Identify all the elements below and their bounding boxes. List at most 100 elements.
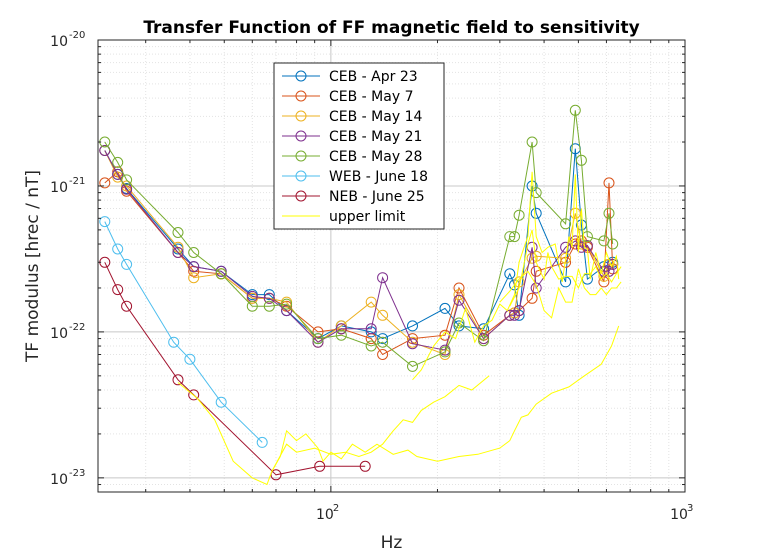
y-tick-label: 10 xyxy=(50,472,68,488)
data-point xyxy=(560,218,572,230)
y-tick-label-exponent: -20 xyxy=(69,30,85,41)
data-point xyxy=(439,302,451,314)
data-point xyxy=(263,300,275,312)
data-point xyxy=(121,174,133,186)
legend-item: WEB - June 18 xyxy=(282,169,428,185)
series-line xyxy=(412,171,620,381)
data-point xyxy=(184,353,196,365)
series-layer xyxy=(99,104,622,486)
y-tick-label: 10 xyxy=(50,180,68,196)
data-point xyxy=(188,389,200,401)
data-point xyxy=(335,323,347,335)
legend-swatch-marker xyxy=(295,190,307,202)
legend-item: CEB - Apr 23 xyxy=(282,69,418,85)
data-point xyxy=(377,349,389,360)
series-4 xyxy=(99,104,619,372)
data-point xyxy=(603,207,615,219)
data-point xyxy=(504,231,516,243)
y-tick-label-exponent: -23 xyxy=(69,468,85,479)
data-point xyxy=(188,272,200,284)
legend-swatch-marker xyxy=(295,110,307,122)
data-point xyxy=(575,241,587,253)
data-point xyxy=(281,298,293,310)
series-line xyxy=(177,325,620,486)
legend-item: CEB - May 14 xyxy=(282,109,422,125)
series-line xyxy=(104,110,614,367)
series-5 xyxy=(99,216,268,448)
data-point xyxy=(569,104,581,116)
data-point xyxy=(335,329,347,341)
data-point xyxy=(377,336,389,348)
data-point xyxy=(215,396,227,408)
legend: CEB - Apr 23 CEB - May 7 CEB - May 14 CEB -… xyxy=(273,62,445,230)
data-point xyxy=(569,207,581,219)
data-point xyxy=(359,460,371,472)
legend-swatch-marker xyxy=(295,150,307,162)
data-point xyxy=(377,272,389,284)
data-point xyxy=(256,436,268,448)
data-point xyxy=(575,154,587,166)
y-tick-label-exponent: -22 xyxy=(69,322,85,333)
data-point xyxy=(478,335,490,347)
legend-item: NEB - June 25 xyxy=(282,189,425,205)
series-line xyxy=(104,221,263,443)
data-point xyxy=(188,247,200,258)
data-point xyxy=(121,183,133,195)
series-8 xyxy=(271,375,490,473)
data-point xyxy=(560,241,572,253)
data-point xyxy=(513,305,525,317)
legend-label: CEB - May 7 xyxy=(329,89,413,105)
data-point xyxy=(365,296,377,308)
data-point xyxy=(439,346,451,358)
data-point xyxy=(365,340,377,352)
data-point xyxy=(99,216,111,228)
y-axis-label: TF modulus [hrec / nT] xyxy=(23,170,43,363)
series-6 xyxy=(99,256,371,481)
plot-area-frame xyxy=(97,39,686,493)
data-point xyxy=(312,336,324,348)
data-point xyxy=(112,243,124,255)
data-point xyxy=(509,231,520,243)
data-point xyxy=(560,252,572,264)
data-point xyxy=(526,292,538,304)
series-line xyxy=(104,262,366,476)
legend-label: CEB - Apr 23 xyxy=(329,69,418,85)
legend-item: CEB - May 7 xyxy=(282,89,413,105)
data-point xyxy=(581,231,593,243)
x-tick-label-exponent: 3 xyxy=(687,503,693,514)
series-7 xyxy=(177,325,620,486)
legend-swatch-marker xyxy=(295,170,307,182)
legend-label: CEB - May 28 xyxy=(329,149,422,165)
data-point xyxy=(215,265,227,277)
chart-title: Transfer Function of FF magnetic field t… xyxy=(143,18,639,38)
legend-swatch-marker xyxy=(295,70,307,82)
data-point xyxy=(246,300,258,312)
data-point xyxy=(575,238,587,250)
data-point xyxy=(407,320,418,332)
data-point xyxy=(335,320,347,332)
data-point xyxy=(168,336,180,348)
data-point xyxy=(112,168,124,180)
data-point xyxy=(377,333,389,345)
data-point xyxy=(281,305,293,317)
data-point xyxy=(121,258,133,270)
legend-label: CEB - May 14 xyxy=(329,109,422,125)
data-point xyxy=(407,360,418,372)
data-point xyxy=(172,247,184,258)
legend-item: CEB - May 28 xyxy=(282,149,422,165)
x-tick-label: 10 xyxy=(670,507,688,523)
data-point xyxy=(607,238,619,250)
legend-label: upper limit xyxy=(329,209,406,225)
series-line xyxy=(499,268,622,319)
data-point xyxy=(407,338,418,350)
series-line xyxy=(104,150,614,351)
data-point xyxy=(99,177,111,189)
legend-swatch-marker xyxy=(295,130,307,142)
data-point xyxy=(530,282,542,294)
data-point xyxy=(603,177,615,189)
data-point xyxy=(112,284,124,296)
legend-label: WEB - June 18 xyxy=(329,169,428,185)
series-line xyxy=(509,229,622,307)
